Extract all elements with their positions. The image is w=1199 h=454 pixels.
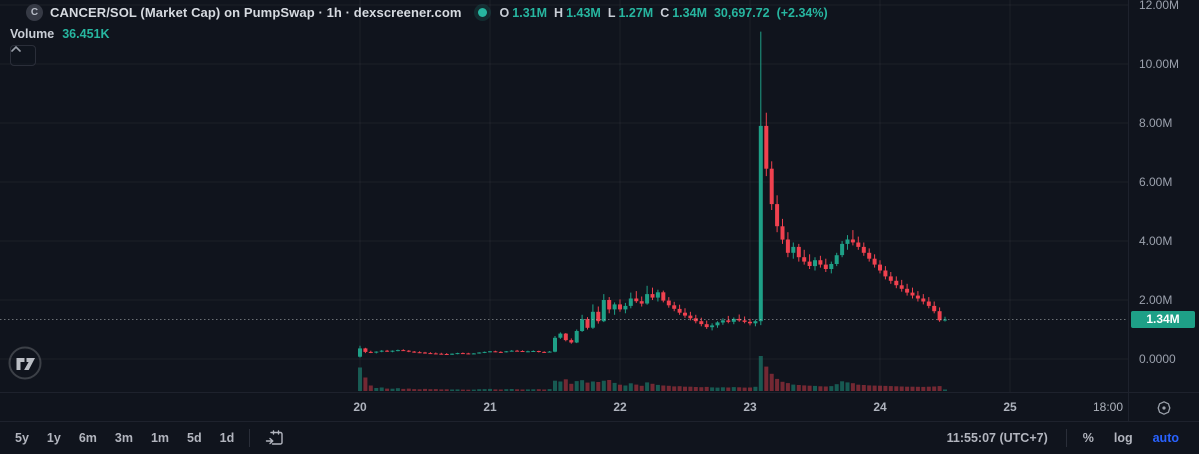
range-button-1d[interactable]: 1d [219, 431, 235, 445]
price-tick-label: 0.0000 [1139, 352, 1176, 366]
price-tick-label: 8.00M [1139, 116, 1173, 130]
high-label: H [554, 5, 564, 20]
time-axis[interactable]: 20 21 22 23 24 25 18:00 [0, 393, 1199, 421]
market-status-icon [477, 8, 487, 17]
price-chart-pane[interactable]: C CANCER/SOL (Market Cap) on PumpSwap · … [0, 0, 1128, 392]
price-tick-label: 2.00M [1139, 293, 1173, 307]
price-tick-label: 6.00M [1139, 175, 1173, 189]
scale-controls-group: 11:55:07 (UTC+7) % log auto [947, 428, 1199, 448]
clock-timezone-button[interactable]: 11:55:07 (UTC+7) [946, 431, 1048, 445]
volume-indicator-row: Volume 36.451K [10, 27, 110, 41]
toolbar-separator [0, 421, 1199, 422]
tradingview-logo[interactable] [8, 346, 42, 380]
time-tick-label: 24 [873, 400, 887, 414]
time-tick-label: 23 [743, 400, 757, 414]
change-percent: (+2.34%) [776, 5, 828, 20]
time-tick-label: 25 [1003, 400, 1017, 414]
volume-value: 36.451K [62, 27, 110, 41]
low-label: L [607, 5, 616, 20]
go-to-date-button[interactable] [256, 426, 293, 450]
axis-separator-vertical [1128, 0, 1129, 421]
open-label: O [499, 5, 510, 20]
chart-title[interactable]: CANCER/SOL (Market Cap) on PumpSwap · 1h… [50, 5, 462, 20]
close-value: 1.34M [672, 5, 707, 20]
chart-legend: C CANCER/SOL (Market Cap) on PumpSwap · … [26, 4, 828, 21]
close-label: C [660, 5, 670, 20]
time-axis-separator [0, 392, 1199, 393]
time-tick-label: 20 [353, 400, 367, 414]
token-logo: C [26, 4, 43, 21]
low-value: 1.27M [618, 5, 654, 20]
change-absolute: 30,697.72 [713, 5, 770, 20]
price-tick-label: 12.00M [1139, 0, 1180, 12]
collapse-legend-button[interactable] [10, 45, 36, 66]
ohlc-legend: O 1.31M H 1.43M L 1.27M C 1.34M 30,697.7… [477, 5, 828, 20]
bottom-toolbar: 5y 1y 6m 3m 1m 5d 1d 11:55:07 (UTC+7) % log au… [0, 422, 1199, 454]
price-tick-label: 10.00M [1139, 57, 1180, 71]
range-button-3m[interactable]: 3m [114, 431, 133, 445]
last-price-badge: 1.34M [1131, 310, 1195, 328]
price-tick-label: 4.00M [1139, 234, 1173, 248]
candlestick-canvas[interactable] [0, 0, 1128, 392]
gear-icon [1157, 401, 1171, 415]
range-button-1y[interactable]: 1y [46, 431, 61, 445]
log-scale-button[interactable]: log [1113, 431, 1133, 445]
toolbar-divider [249, 429, 251, 447]
percent-scale-button[interactable]: % [1082, 431, 1094, 445]
time-tick-label: 22 [613, 400, 627, 414]
calendar-arrow-icon [266, 430, 283, 445]
range-button-1m[interactable]: 1m [150, 431, 170, 445]
high-value: 1.43M [566, 5, 601, 20]
auto-scale-button[interactable]: auto [1152, 431, 1179, 445]
price-axis[interactable]: 1.34M 12.00M 10.00M 8.00M 6.00M 4.00M 2.00M 0.… [1129, 0, 1199, 392]
range-button-6m[interactable]: 6m [78, 431, 97, 445]
volume-label[interactable]: Volume [10, 27, 55, 41]
date-range-group: 5y 1y 6m 3m 1m 5d 1d [0, 426, 293, 450]
axis-settings-button[interactable] [1153, 397, 1175, 419]
time-tick-label: 18:00 [1092, 400, 1124, 414]
tradingview-logo-icon [8, 346, 42, 380]
time-tick-label: 21 [483, 400, 497, 414]
range-button-5y[interactable]: 5y [15, 431, 29, 445]
range-button-5d[interactable]: 5d [187, 431, 202, 445]
open-value: 1.31M [512, 5, 548, 20]
toolbar-divider [1065, 429, 1067, 447]
chevron-up-icon [11, 46, 21, 52]
